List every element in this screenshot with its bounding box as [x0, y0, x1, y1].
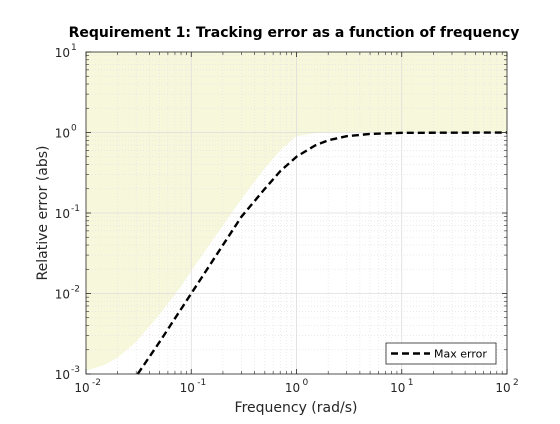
legend-entry-max-error: Max error: [434, 348, 487, 361]
x-tick-label: 10: [180, 381, 195, 395]
legend-box: [385, 342, 497, 365]
y-tick-label-exponent: -3: [71, 365, 80, 375]
chart-title: Requirement 1: Tracking error as a funct…: [69, 25, 520, 41]
x-tick-label-exponent: 0: [303, 378, 309, 388]
series-layer: [136, 131, 508, 375]
y-tick-label: 10: [55, 127, 70, 141]
series-line-max-error: [136, 131, 508, 375]
x-tick-label-exponent: 1: [408, 378, 414, 388]
x-tick-label-exponent: -2: [92, 378, 101, 388]
legend: Max error: [385, 342, 497, 365]
x-axis-ticks: 10 -2 10 -1 10 0 10 1 10 2: [74, 52, 519, 395]
y-tick-label: 10: [55, 46, 70, 60]
x-tick-label-exponent: 2: [513, 378, 519, 388]
y-tick-label-exponent: 0: [71, 124, 77, 134]
x-tick-label: 10: [74, 381, 89, 395]
y-tick-label-exponent: -1: [71, 204, 80, 214]
major-grid: [86, 52, 507, 374]
x-tick-label-exponent: -1: [197, 378, 206, 388]
x-tick-label: 10: [285, 381, 300, 395]
y-axis-label: Relative error (abs): [35, 146, 51, 281]
y-tick-label: 10: [55, 288, 70, 302]
y-tick-label-exponent: -2: [71, 285, 80, 295]
y-tick-label: 10: [55, 368, 70, 382]
y-tick-label: 10: [55, 207, 70, 221]
x-tick-label: 10: [390, 381, 405, 395]
x-tick-label: 10: [495, 381, 510, 395]
x-axis-label: Frequency (rad/s): [235, 400, 358, 416]
y-tick-label-exponent: 1: [71, 43, 77, 53]
